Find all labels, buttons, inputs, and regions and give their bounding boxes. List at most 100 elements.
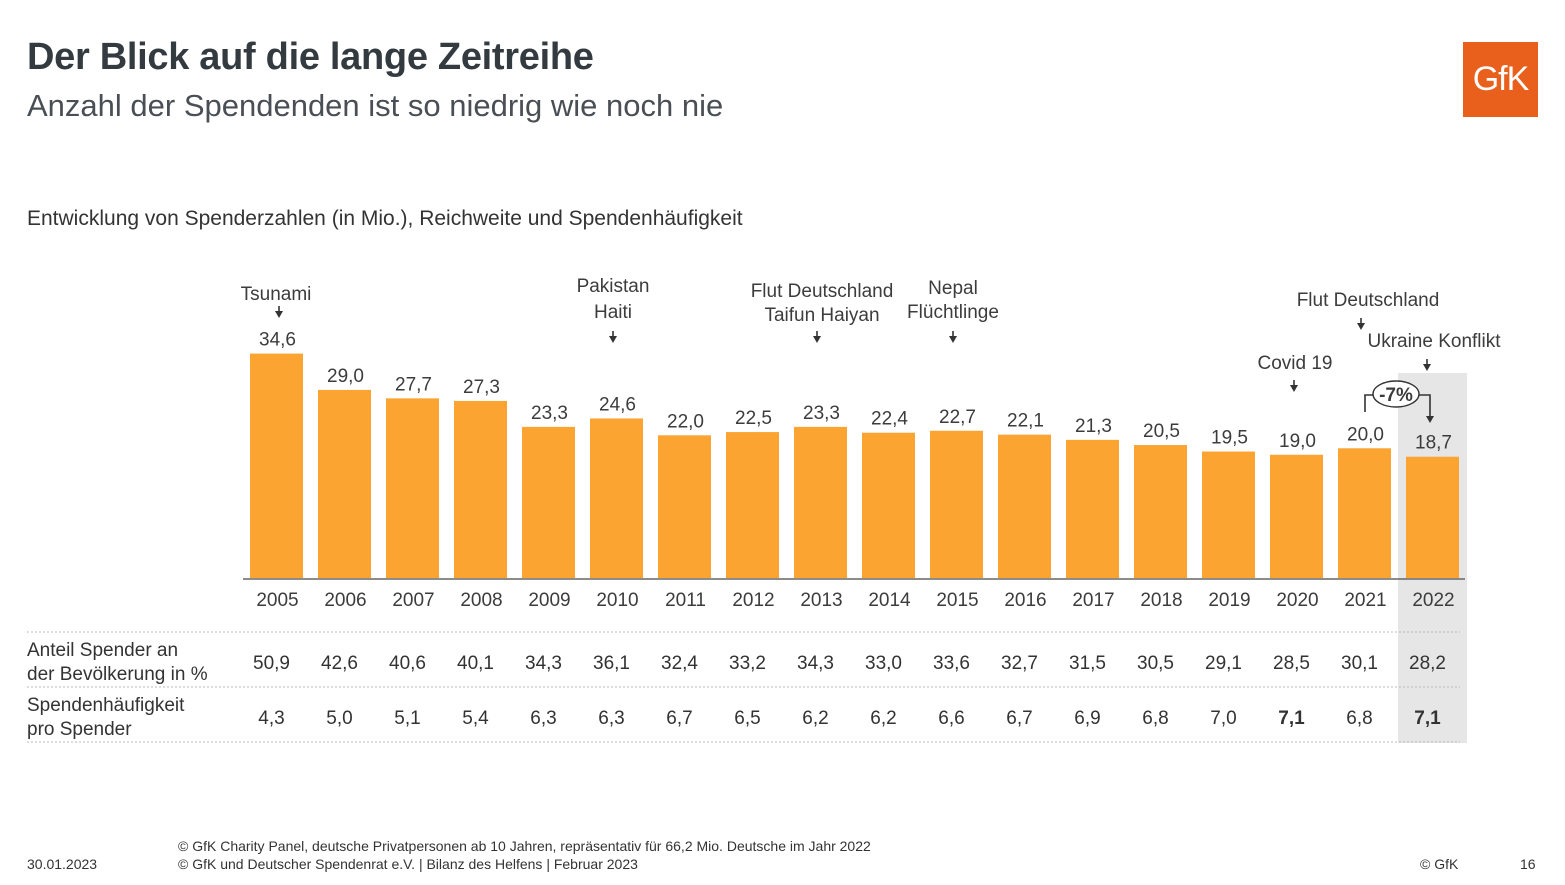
table-cell: 6,8: [1142, 708, 1168, 729]
table-cell: 40,1: [457, 653, 494, 674]
change-badge-label: -7%: [1379, 385, 1413, 406]
bar: [1406, 456, 1459, 578]
table-row-label: der Bevölkerung in %: [27, 664, 208, 685]
bar-value-label: 22,0: [667, 411, 704, 432]
bar-value-label: 27,7: [395, 374, 432, 395]
event-annotation: Taifun Haiyan: [764, 305, 879, 326]
arrow-icon: [1290, 385, 1298, 392]
table-cell: 42,6: [321, 653, 358, 674]
x-tick-label: 2006: [324, 590, 366, 611]
footer-source-line2: © GfK und Deutscher Spendenrat e.V. | Bi…: [178, 856, 638, 872]
x-tick-label: 2017: [1072, 590, 1114, 611]
table-cell: 36,1: [593, 653, 630, 674]
footer-copyright: © GfK: [1420, 856, 1459, 872]
x-tick-label: 2009: [528, 590, 570, 611]
event-annotation: Ukraine Konflikt: [1367, 331, 1501, 352]
event-annotation: Flut Deutschland: [1297, 290, 1440, 311]
bar: [318, 389, 371, 578]
arrow-icon: [1426, 416, 1434, 423]
bar-value-label: 23,3: [803, 403, 840, 424]
arrow-icon: [1423, 364, 1431, 371]
x-tick-label: 2020: [1276, 590, 1318, 611]
event-annotation: Covid 19: [1258, 353, 1333, 374]
page-number: 16: [1520, 856, 1536, 872]
event-annotation: Flüchtlinge: [907, 302, 999, 323]
bar-value-label: 23,3: [531, 403, 568, 424]
table-cell: 28,5: [1273, 653, 1310, 674]
bar-value-label: 22,5: [735, 408, 772, 429]
table-cell: 31,5: [1069, 653, 1106, 674]
event-annotation: Haiti: [594, 302, 632, 323]
table-cell: 29,1: [1205, 653, 1242, 674]
bar-value-label: 21,3: [1075, 416, 1112, 437]
x-tick-label: 2016: [1004, 590, 1046, 611]
bar: [386, 398, 439, 578]
bar: [794, 426, 847, 578]
x-tick-label: 2008: [460, 590, 502, 611]
table-cell: 50,9: [253, 653, 290, 674]
table-cell: 33,2: [729, 653, 766, 674]
table-cell: 6,3: [598, 708, 624, 729]
bar: [998, 434, 1051, 578]
table-cell: 6,2: [870, 708, 896, 729]
bar-value-label: 22,7: [939, 407, 976, 428]
table-cell: 5,4: [462, 708, 489, 729]
bar: [726, 432, 779, 578]
arrow-icon: [275, 311, 283, 318]
table-cell: 6,8: [1346, 708, 1372, 729]
event-annotation: Flut Deutschland: [751, 281, 894, 302]
bar-value-label: 19,0: [1279, 431, 1316, 452]
x-tick-label: 2019: [1208, 590, 1250, 611]
event-annotation: Pakistan: [577, 276, 650, 297]
table-cell: 34,3: [525, 653, 562, 674]
table-cell: 30,5: [1137, 653, 1174, 674]
bar-value-label: 24,6: [599, 394, 636, 415]
x-tick-label: 2005: [256, 590, 298, 611]
event-annotation: Nepal: [928, 278, 978, 299]
arrow-icon: [813, 336, 821, 343]
chart-title: Entwicklung von Spenderzahlen (in Mio.),…: [27, 207, 743, 230]
x-tick-label: 2021: [1344, 590, 1386, 611]
table-row-label: Spendenhäufigkeit: [27, 695, 185, 716]
bar-value-label: 18,7: [1415, 433, 1452, 454]
bar: [862, 432, 915, 578]
table-cell: 33,0: [865, 653, 902, 674]
bar: [1270, 454, 1323, 578]
bar-value-label: 20,5: [1143, 421, 1180, 442]
x-tick-label: 2014: [868, 590, 911, 611]
table-cell: 33,6: [933, 653, 970, 674]
table-cell: 30,1: [1341, 653, 1378, 674]
table-cell: 6,7: [666, 708, 692, 729]
table-cell: 6,7: [1006, 708, 1032, 729]
bar: [930, 430, 983, 578]
table-cell: 7,1: [1414, 708, 1441, 729]
x-tick-label: 2015: [936, 590, 978, 611]
table-cell: 32,7: [1001, 653, 1038, 674]
arrow-icon: [609, 336, 617, 343]
table-cell: 6,2: [802, 708, 828, 729]
event-annotation: Tsunami: [241, 284, 312, 305]
table-cell: 6,6: [938, 708, 964, 729]
x-tick-label: 2022: [1412, 590, 1454, 611]
x-tick-label: 2010: [596, 590, 638, 611]
x-tick-label: 2018: [1140, 590, 1182, 611]
bar: [658, 435, 711, 578]
bar-value-label: 29,0: [327, 366, 364, 387]
footer-date: 30.01.2023: [27, 856, 98, 872]
page-subtitle: Anzahl der Spendenden ist so niedrig wie…: [27, 88, 724, 123]
bar: [522, 426, 575, 578]
table-cell: 6,9: [1074, 708, 1100, 729]
bar: [1066, 439, 1119, 578]
bar-value-label: 19,5: [1211, 428, 1248, 449]
x-tick-label: 2011: [665, 590, 706, 611]
footer-source-line1: © GfK Charity Panel, deutsche Privatpers…: [178, 838, 871, 854]
table-cell: 6,3: [530, 708, 556, 729]
table-row-label: pro Spender: [27, 719, 132, 740]
change-bracket: [1418, 394, 1431, 417]
table-cell: 32,4: [661, 653, 698, 674]
page-title: Der Blick auf die lange Zeitreihe: [27, 36, 594, 78]
x-tick-label: 2013: [800, 590, 842, 611]
bar-value-label: 27,3: [463, 377, 500, 398]
table-row-label: Anteil Spender an: [27, 640, 178, 661]
table-cell: 7,0: [1210, 708, 1236, 729]
